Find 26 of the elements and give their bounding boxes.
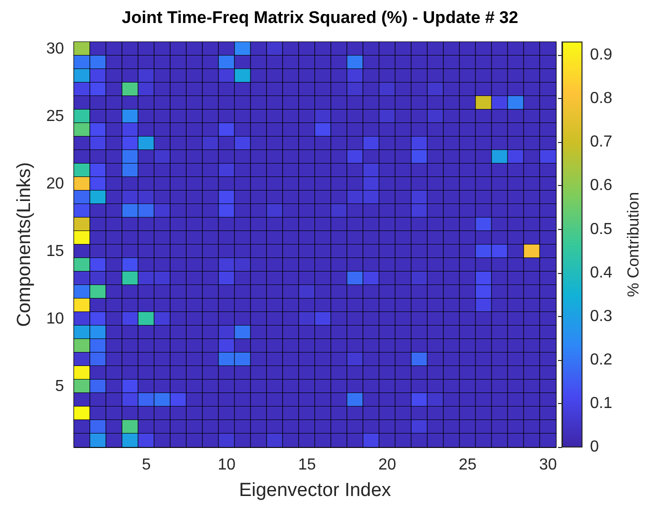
color-bar-label: 0.5 (590, 220, 612, 238)
x-axis-title: Eigenvector Index (238, 480, 392, 501)
color-bar-label: 0.2 (590, 351, 612, 368)
x-tick-label: 5 (142, 456, 151, 474)
y-tick-label: 25 (46, 108, 64, 125)
color-bar-label: 0.8 (590, 90, 612, 108)
y-tick-label: 5 (55, 378, 64, 395)
x-tick-label: 20 (378, 456, 396, 474)
color-bar-label: 0.9 (590, 46, 612, 64)
color-bar-label: 0.7 (590, 134, 612, 151)
color-bar-label: 0 (590, 438, 599, 456)
y-tick-label: 15 (46, 242, 64, 260)
y-tick-label: 10 (46, 310, 64, 328)
color-bar-label: 0.6 (590, 177, 612, 194)
x-tick-label: 10 (218, 456, 236, 474)
color-bar-label: 0.1 (590, 394, 612, 412)
color-bar-title: % Contribution (626, 192, 642, 297)
x-tick-label: 25 (458, 456, 477, 474)
x-tick-label: 30 (539, 456, 557, 474)
y-tick-label: 30 (46, 40, 64, 58)
chart-title: Joint Time-Freq Matrix Squared (%) - Update # 32 (122, 8, 518, 27)
color-bar-label: 0.3 (590, 308, 612, 325)
x-tick-label: 15 (298, 456, 316, 474)
color-bar-label: 0.4 (590, 264, 612, 282)
y-axis-title: Components(Links) (14, 162, 35, 327)
y-tick-label: 20 (46, 175, 64, 192)
